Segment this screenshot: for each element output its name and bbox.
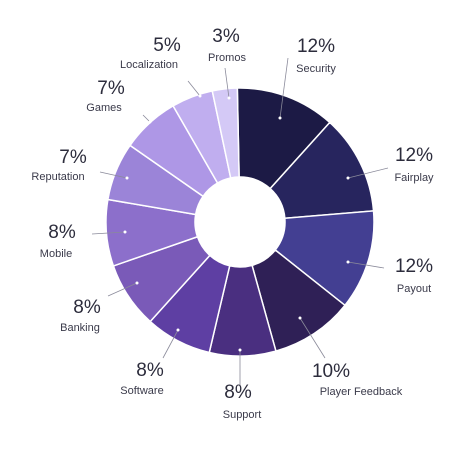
leader-line-banking bbox=[107, 282, 138, 297]
category-label-promos: Promos bbox=[208, 52, 246, 64]
value-label-reputation: 7% bbox=[59, 147, 87, 168]
leader-dot-payout bbox=[346, 260, 350, 264]
leader-lines bbox=[91, 57, 389, 386]
value-label-support: 8% bbox=[224, 382, 252, 403]
category-label-player-feedback: Player Feedback bbox=[320, 386, 403, 398]
leader-line-security bbox=[279, 57, 289, 119]
leader-dot-mobile bbox=[123, 230, 127, 234]
leader-line-fairplay bbox=[347, 167, 389, 179]
category-label-reputation: Reputation bbox=[31, 171, 84, 183]
leader-dot-fairplay bbox=[346, 176, 350, 180]
leader-dot-software bbox=[176, 328, 180, 332]
donut-hole bbox=[195, 177, 285, 267]
category-label-games: Games bbox=[86, 102, 122, 114]
value-label-promos: 3% bbox=[212, 26, 240, 47]
leader-line-payout bbox=[347, 261, 385, 269]
leader-dot-games bbox=[148, 120, 152, 124]
leader-dot-promos bbox=[227, 96, 231, 100]
category-label-banking: Banking bbox=[60, 322, 100, 334]
leader-dot-localization bbox=[198, 94, 202, 98]
leader-line-mobile bbox=[91, 231, 126, 235]
value-label-mobile: 8% bbox=[48, 222, 76, 243]
leader-dot-security bbox=[278, 116, 282, 120]
value-label-software: 8% bbox=[136, 360, 164, 381]
slice-labels: 12% Security 12% Fairplay 12% Payout 10% Player… bbox=[31, 26, 434, 421]
category-label-support: Support bbox=[223, 409, 262, 421]
value-label-localization: 5% bbox=[153, 35, 181, 56]
value-label-fairplay: 12% bbox=[395, 145, 433, 166]
leader-line-games bbox=[142, 114, 151, 123]
value-label-payout: 12% bbox=[395, 256, 433, 277]
value-label-player-feedback: 10% bbox=[312, 361, 350, 382]
category-label-fairplay: Fairplay bbox=[394, 172, 434, 184]
leader-line-software bbox=[162, 329, 179, 359]
leader-dot-banking bbox=[135, 281, 139, 285]
leader-line-player-feedback bbox=[299, 317, 326, 359]
leader-line-localization bbox=[187, 80, 201, 97]
leader-line-promos bbox=[224, 67, 230, 99]
leader-dot-reputation bbox=[125, 176, 129, 180]
value-label-banking: 8% bbox=[73, 297, 101, 318]
category-label-software: Software bbox=[120, 385, 163, 397]
category-label-localization: Localization bbox=[120, 59, 178, 71]
value-label-security: 12% bbox=[297, 36, 335, 57]
category-label-security: Security bbox=[296, 63, 336, 75]
leader-dot-player-feedback bbox=[298, 316, 302, 320]
leader-dot-support bbox=[238, 348, 242, 352]
leader-line-reputation bbox=[99, 171, 128, 179]
value-label-games: 7% bbox=[97, 78, 125, 99]
category-label-payout: Payout bbox=[397, 283, 431, 295]
category-label-mobile: Mobile bbox=[40, 248, 72, 260]
